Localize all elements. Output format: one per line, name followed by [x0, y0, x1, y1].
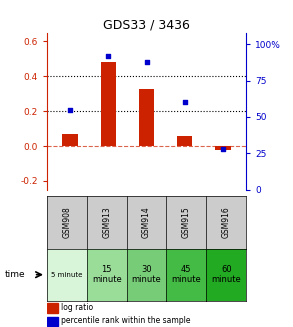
Bar	[100, 62, 116, 146]
Text: time: time	[5, 270, 26, 279]
Text: GSM915: GSM915	[182, 206, 191, 238]
Text: 5 minute: 5 minute	[51, 272, 83, 278]
Title: GDS33 / 3436: GDS33 / 3436	[103, 19, 190, 31]
Bar	[62, 134, 78, 146]
Bar	[215, 146, 231, 149]
Text: GSM914: GSM914	[142, 206, 151, 238]
Text: 60
minute: 60 minute	[211, 265, 241, 284]
Bar	[47, 317, 58, 326]
Text: percentile rank within the sample: percentile rank within the sample	[61, 317, 190, 325]
Bar	[47, 303, 58, 313]
Text: GSM916: GSM916	[222, 206, 231, 238]
Text: 45
minute: 45 minute	[171, 265, 201, 284]
Point	[221, 146, 226, 152]
Text: log ratio: log ratio	[61, 303, 93, 312]
Text: GSM913: GSM913	[102, 206, 111, 238]
Bar	[177, 136, 193, 146]
Point	[183, 100, 187, 105]
Point	[67, 107, 72, 112]
Bar	[139, 89, 154, 146]
Point	[106, 53, 110, 59]
Text: 15
minute: 15 minute	[92, 265, 122, 284]
Point	[144, 59, 149, 64]
Text: GSM908: GSM908	[62, 206, 71, 238]
Text: 30
minute: 30 minute	[132, 265, 161, 284]
